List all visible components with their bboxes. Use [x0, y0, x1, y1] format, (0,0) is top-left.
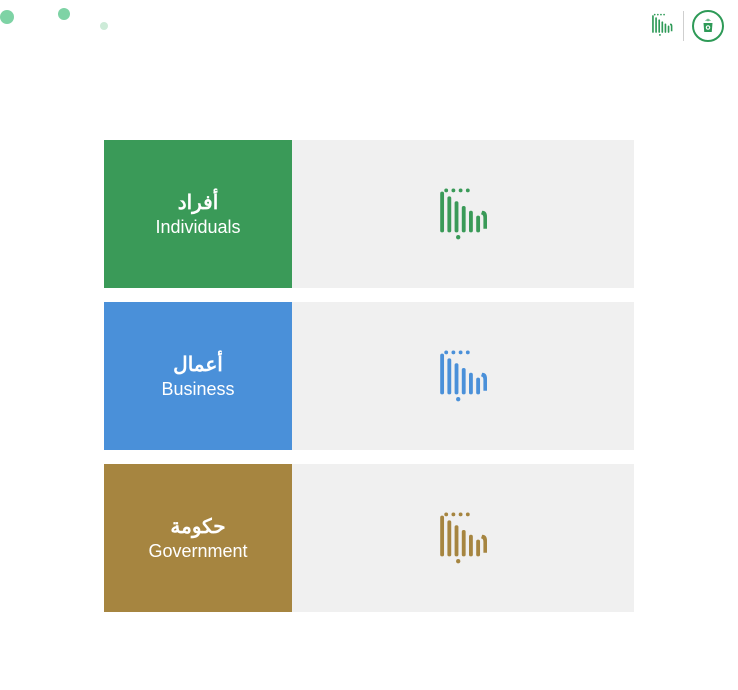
card-individuals-label-ar: أفراد — [178, 190, 219, 215]
card-business-label-en: Business — [161, 379, 234, 400]
card-business-label-ar: أعمال — [173, 352, 223, 377]
card-government-label-ar: حكومة — [170, 514, 225, 539]
card-individuals-label-en: Individuals — [155, 217, 240, 238]
card-government-label-en: Government — [148, 541, 247, 562]
absher-individuals-icon — [433, 180, 493, 249]
card-government[interactable]: حكومة Government — [104, 464, 634, 612]
card-individuals-icon-panel — [292, 140, 634, 288]
card-government-icon-panel — [292, 464, 634, 612]
card-individuals-label-panel: أفراد Individuals — [104, 140, 292, 288]
card-individuals[interactable]: أفراد Individuals — [104, 140, 634, 288]
service-cards: أفراد Individuals أعمال Business حكومة G… — [104, 140, 634, 612]
header-separator — [683, 11, 684, 41]
card-business-label-panel: أعمال Business — [104, 302, 292, 450]
corner-decoration — [0, 0, 120, 60]
card-business[interactable]: أعمال Business — [104, 302, 634, 450]
moi-emblem-icon — [692, 10, 724, 42]
header-logos — [649, 10, 724, 42]
absher-business-icon — [433, 342, 493, 411]
card-business-icon-panel — [292, 302, 634, 450]
absher-logo-icon — [649, 11, 675, 42]
absher-government-icon — [433, 504, 493, 573]
card-government-label-panel: حكومة Government — [104, 464, 292, 612]
